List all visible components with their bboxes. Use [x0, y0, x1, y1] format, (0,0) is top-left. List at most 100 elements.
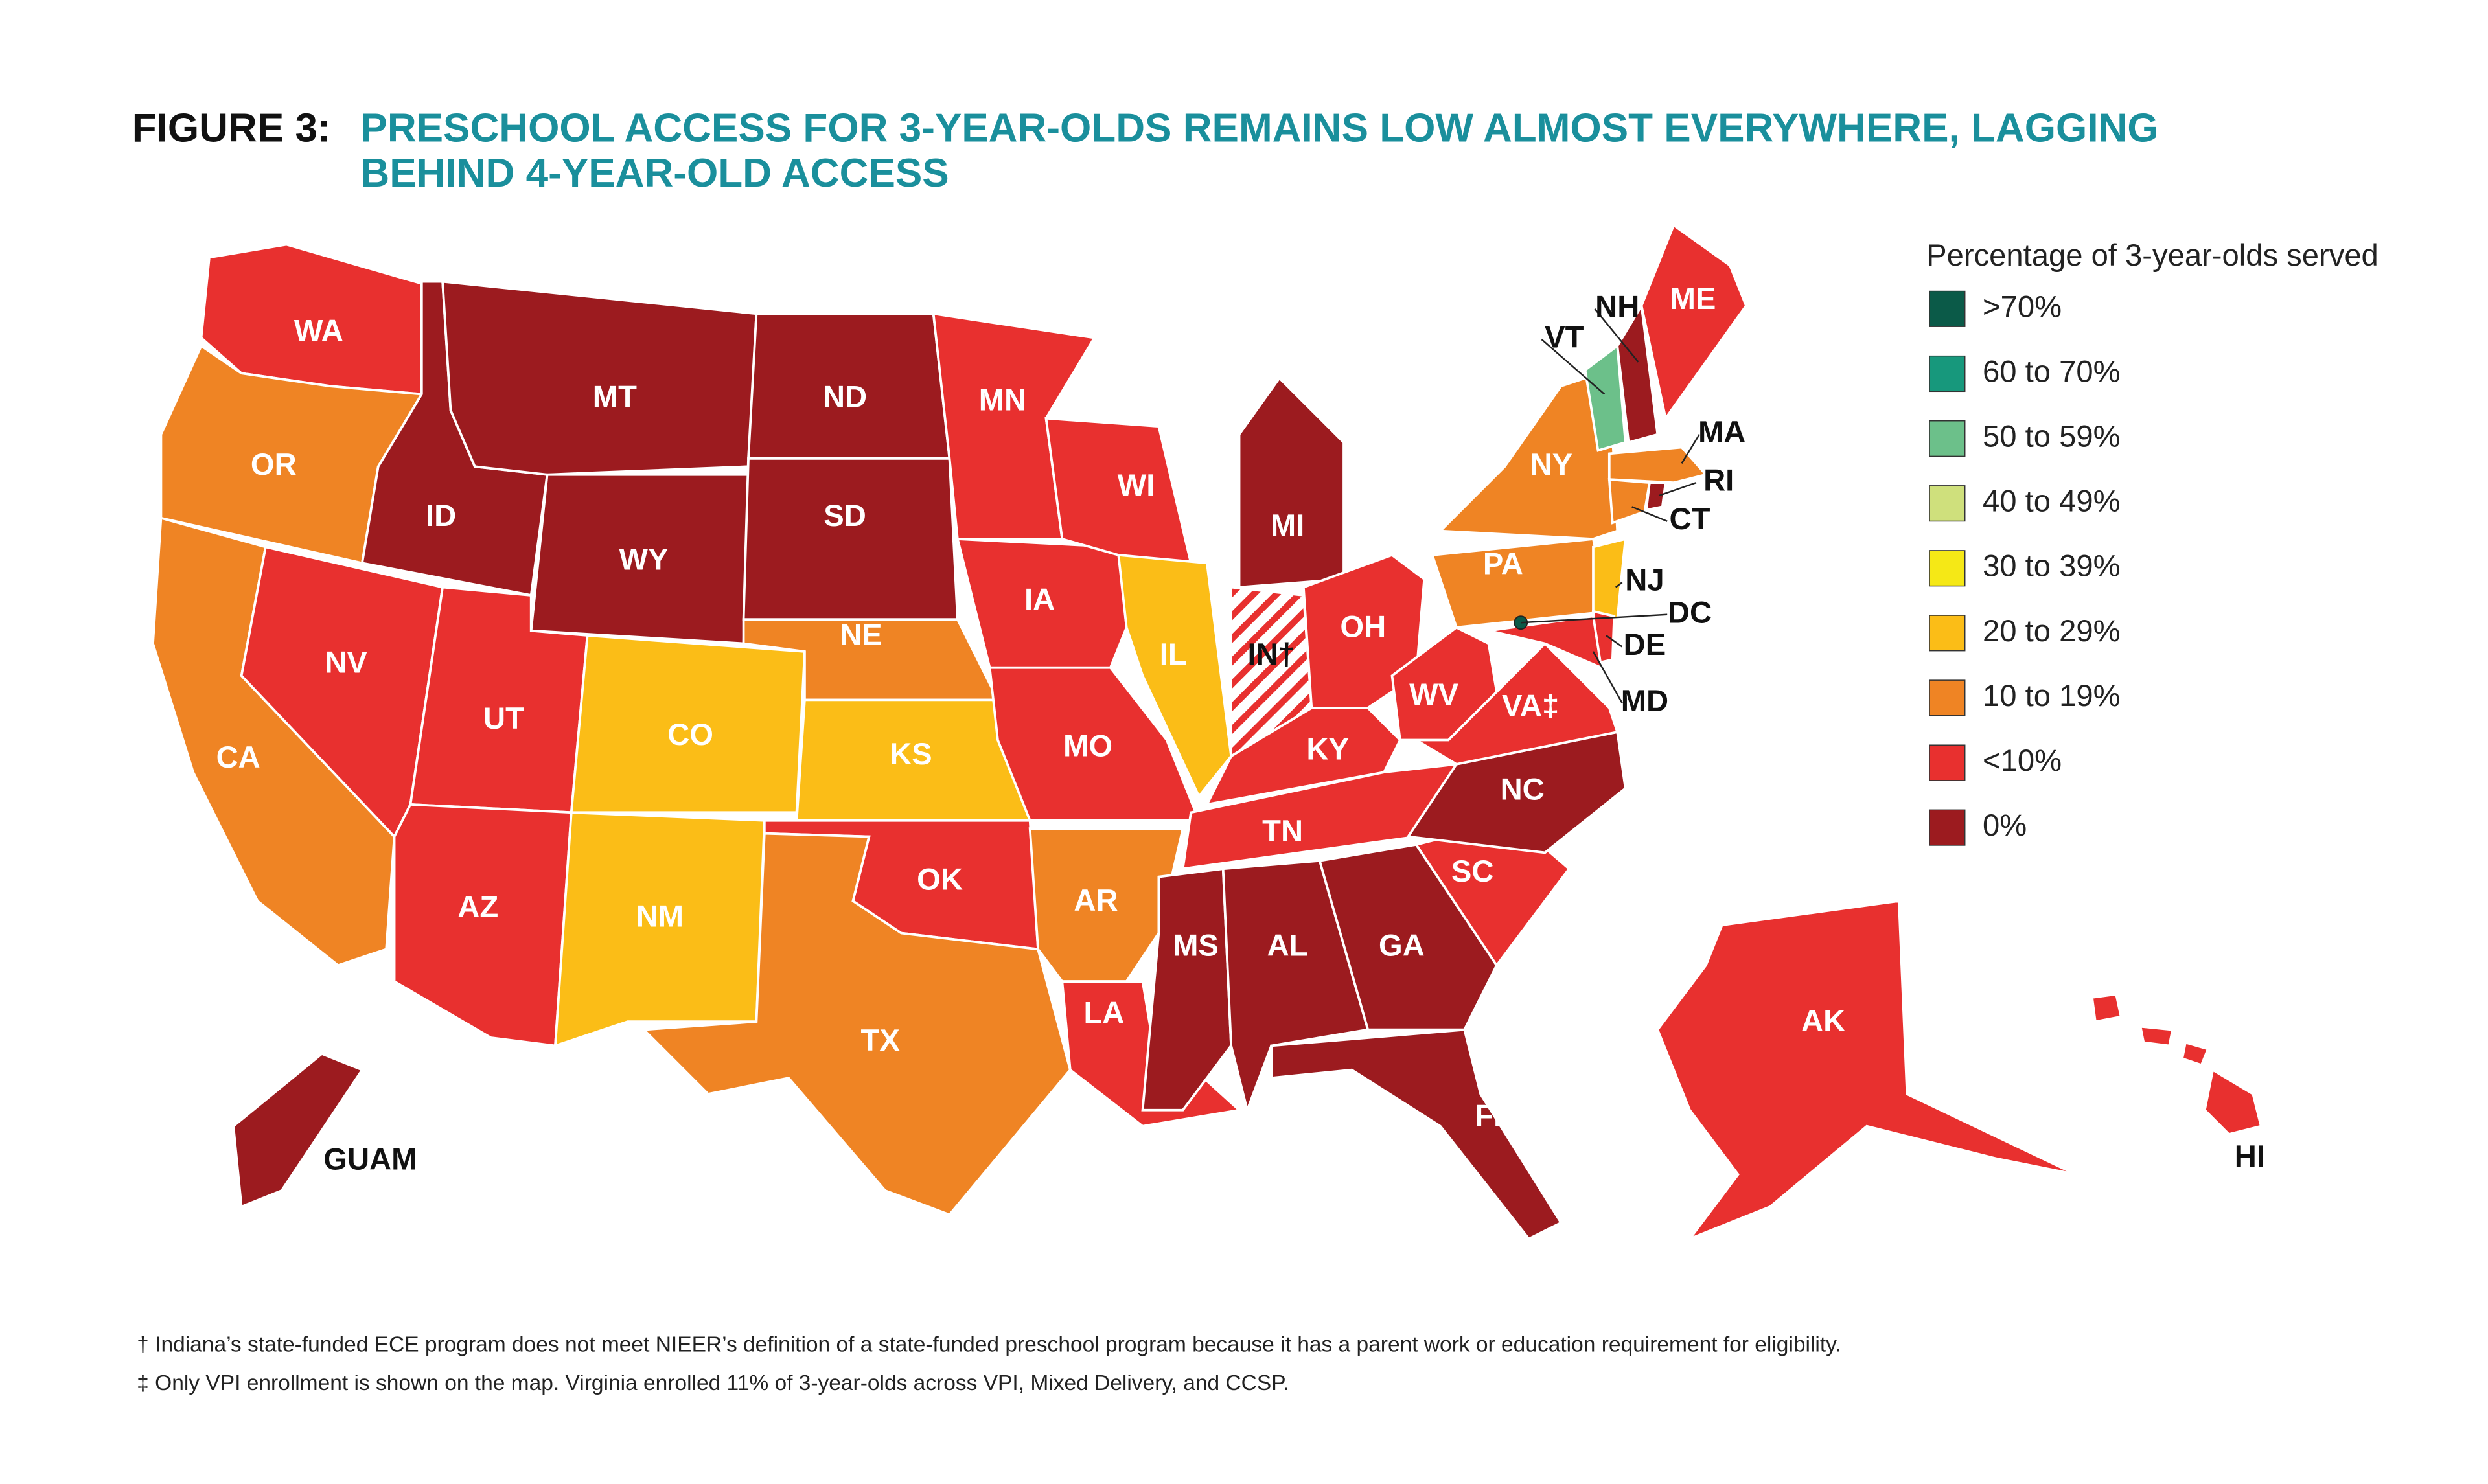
state-label: WI [1118, 468, 1155, 503]
legend-label: 60 to 70% [1983, 354, 2121, 389]
state-shape [232, 1052, 364, 1209]
state-label: AL [1267, 928, 1308, 963]
state-label: CA [216, 740, 260, 775]
footnote: ‡ Only VPI enrollment is shown on the ma… [137, 1371, 1289, 1395]
legend-title: Percentage of 3-year-olds served [1926, 238, 2379, 273]
state-shape [1318, 843, 1499, 1031]
state-label: SC [1451, 854, 1494, 889]
state-shape [641, 832, 1072, 1216]
state-label: UT [483, 702, 524, 736]
state-label: MN [979, 383, 1026, 417]
state-shape [2203, 1067, 2263, 1136]
state-label: ME [1670, 282, 1716, 316]
state-label: VT [1545, 321, 1584, 355]
state-label: TN [1262, 814, 1303, 849]
state-shape [1592, 537, 1627, 621]
title-line: PRESCHOOL ACCESS FOR 3-YEAR-OLDS REMAINS… [360, 106, 2158, 151]
legend-swatch [1929, 550, 1966, 587]
state-label: CO [667, 718, 713, 752]
state-label: AR [1074, 884, 1118, 918]
state-shape [2090, 992, 2123, 1023]
state-label: WV [1409, 678, 1459, 712]
state-label: DE [1624, 628, 1666, 662]
state-label: PA [1483, 547, 1523, 582]
legend-swatch [1929, 420, 1966, 457]
title-line: BEHIND 4-YEAR-OLD ACCESS [360, 151, 949, 196]
state-shape [1117, 553, 1233, 799]
state-label: IA [1024, 582, 1055, 617]
state-label: AK [1801, 1004, 1845, 1038]
legend-label: 10 to 19% [1983, 679, 2121, 713]
state-label: MS [1173, 928, 1219, 963]
leader-line [1594, 308, 1639, 363]
state-shape [742, 457, 959, 621]
state-label: LA [1083, 996, 1124, 1031]
leader-line [1659, 481, 1697, 497]
leader-line [1631, 506, 1668, 522]
leader-line [1615, 582, 1623, 588]
state-label: NJ [1625, 564, 1664, 598]
state-label: KS [890, 737, 932, 771]
legend-swatch [1929, 290, 1966, 327]
state-shape [1584, 343, 1627, 452]
figure-label: FIGURE 3: [132, 106, 331, 151]
legend-label: 50 to 59% [1983, 420, 2121, 454]
legend-swatch [1929, 485, 1966, 522]
state-shape [553, 811, 766, 1048]
state-shape [2180, 1041, 2210, 1067]
state-label: WA [294, 314, 343, 348]
state-label: IN† [1248, 637, 1295, 672]
state-label: MA [1698, 415, 1745, 450]
legend-label: 20 to 29% [1983, 614, 2121, 648]
state-shape [1238, 376, 1345, 589]
leader-line [1681, 433, 1700, 464]
legend-swatch [1929, 679, 1966, 716]
state-label: ND [823, 380, 867, 414]
state-label: HI [2235, 1139, 2265, 1174]
state-shape [1640, 223, 1748, 422]
state-label: VA‡ [1502, 689, 1559, 723]
state-label: IL [1160, 637, 1187, 672]
state-shape [1270, 1028, 1563, 1240]
state-shape [2139, 1025, 2174, 1047]
legend-swatch [1929, 744, 1966, 781]
state-shape [1616, 302, 1659, 444]
state-label: GUAM [323, 1143, 417, 1177]
state-label: OK [917, 863, 963, 897]
state-shape [1607, 446, 1709, 484]
state-label: NV [325, 645, 367, 679]
footnote: † Indiana’s state-funded ECE program doe… [137, 1332, 1841, 1356]
state-label: NE [840, 618, 882, 652]
state-shape [441, 280, 758, 476]
state-label: KY [1306, 732, 1349, 766]
state-label: GA [1379, 928, 1425, 963]
state-label: FL [1475, 1099, 1512, 1134]
leader-line [1606, 635, 1623, 648]
state-label: NY [1530, 448, 1573, 482]
state-label: NC [1501, 772, 1545, 806]
legend-label: 40 to 49% [1983, 485, 2121, 519]
state-label: NM [636, 900, 684, 934]
state-label: MI [1271, 508, 1304, 543]
legend-label: 30 to 39% [1983, 549, 2121, 584]
state-label: AZ [457, 890, 498, 924]
state-label: MT [593, 380, 637, 414]
state-label: ID [426, 499, 456, 533]
state-shape [1406, 730, 1627, 854]
leader-line [1541, 339, 1606, 395]
state-label: MD [1621, 684, 1668, 718]
state-label: WY [619, 542, 669, 576]
state-shape [1656, 899, 2077, 1242]
state-label: SD [824, 499, 866, 533]
legend-swatch [1929, 355, 1966, 393]
state-label: RI [1703, 464, 1734, 498]
state-label: TX [861, 1023, 901, 1058]
leader-line [1592, 651, 1623, 704]
state-label: MO [1063, 729, 1112, 763]
leader-line [1521, 613, 1668, 624]
state-label: OH [1340, 610, 1386, 645]
state-label: OR [251, 448, 297, 482]
state-label: CT [1670, 502, 1710, 536]
legend-swatch [1929, 809, 1966, 846]
